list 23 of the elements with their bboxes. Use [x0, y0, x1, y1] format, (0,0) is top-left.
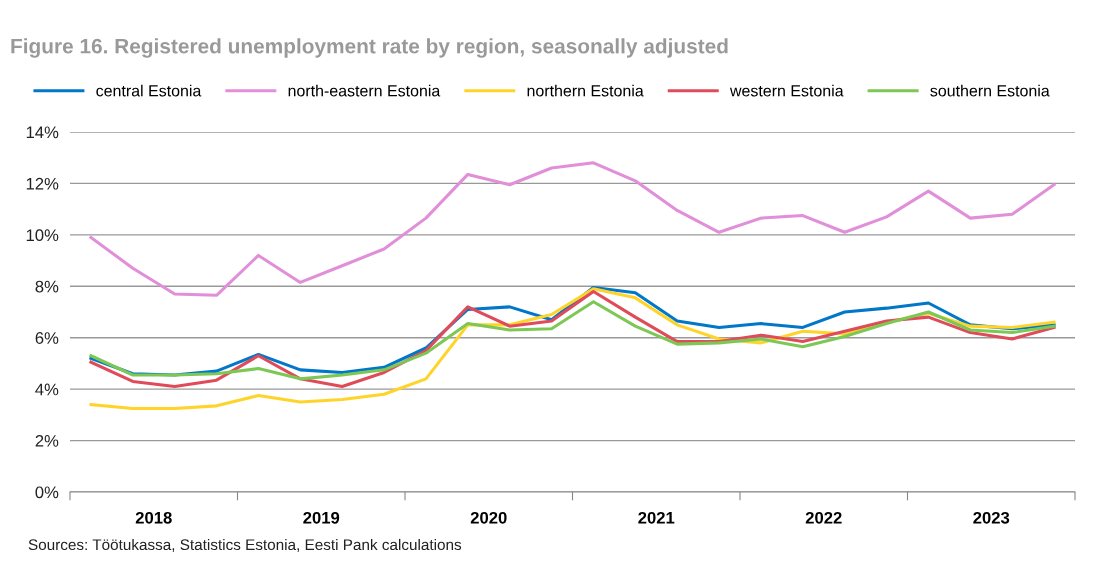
- line-series: [89, 161, 1056, 297]
- x-tick-label: 2021: [638, 511, 675, 524]
- y-tick-label: 12%: [26, 177, 59, 190]
- x-tick-label: 2018: [135, 511, 172, 524]
- legend-label: southern Estonia: [930, 84, 1050, 97]
- y-tick-label: 2%: [35, 434, 59, 447]
- source-note: Sources: Töötukassa, Statistics Estonia, Eesti Pank calculations: [28, 538, 462, 552]
- chart-title: Figure 16. Registered unemployment rate by region, seasonally adjusted: [11, 38, 728, 58]
- y-tick-label: 4%: [35, 383, 59, 396]
- x-tick-label: 2022: [805, 511, 842, 524]
- y-tick-label: 14%: [26, 126, 59, 139]
- x-tick-label: 2020: [470, 511, 507, 524]
- y-tick-label: 6%: [35, 332, 59, 344]
- y-tick-label: 10%: [26, 229, 59, 242]
- y-tick-label: 8%: [35, 280, 59, 293]
- legend-label: western Estonia: [729, 84, 844, 97]
- x-tick-label: 2023: [973, 511, 1010, 524]
- legend-label: northern Estonia: [527, 84, 644, 97]
- legend-label: central Estonia: [96, 84, 202, 97]
- x-tick-label: 2019: [303, 511, 340, 524]
- legend-label: north-eastern Estonia: [288, 84, 441, 97]
- line-series: [89, 300, 1056, 381]
- y-tick-label: 0%: [35, 486, 59, 499]
